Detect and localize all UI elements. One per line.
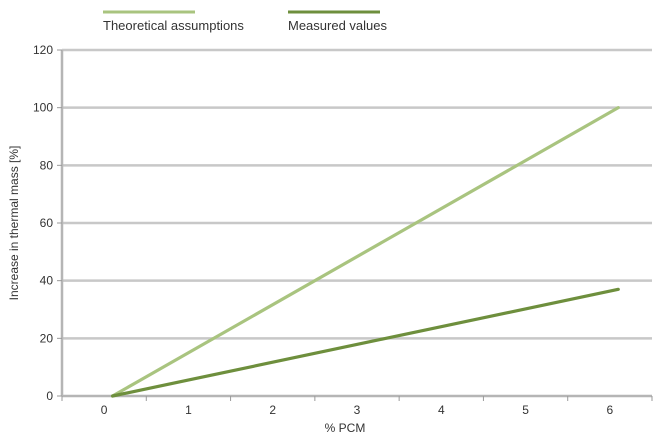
legend-label-0: Theoretical assumptions bbox=[103, 18, 244, 33]
x-axis-title: % PCM bbox=[325, 421, 366, 435]
x-tick-label-4: 4 bbox=[438, 403, 445, 417]
y-tick-label-100: 100 bbox=[33, 101, 53, 115]
legend-label-1: Measured values bbox=[288, 18, 387, 33]
x-tick-label-5: 5 bbox=[522, 403, 529, 417]
x-tick-label-0: 0 bbox=[101, 403, 108, 417]
legend: Theoretical assumptions Measured values bbox=[103, 10, 387, 33]
x-tick-label-3: 3 bbox=[354, 403, 361, 417]
y-tick-label-80: 80 bbox=[40, 158, 54, 172]
x-tick-label-2: 2 bbox=[269, 403, 276, 417]
y-tick-label-60: 60 bbox=[40, 216, 54, 230]
x-tick-label-6: 6 bbox=[607, 403, 614, 417]
y-tick-label-40: 40 bbox=[40, 274, 54, 288]
series-line-1 bbox=[110, 287, 620, 398]
series-line-0 bbox=[110, 106, 620, 398]
x-tick-label-1: 1 bbox=[185, 403, 192, 417]
grid-lines bbox=[62, 48, 652, 340]
y-tick-label-0: 0 bbox=[46, 389, 53, 403]
tick-labels: 0 20 40 60 80 100 120 0 1 2 3 4 5 6 bbox=[33, 43, 653, 417]
y-axis-title: Increase in thermal mass [%] bbox=[7, 146, 21, 301]
y-tick-label-120: 120 bbox=[33, 43, 53, 57]
y-tick-label-20: 20 bbox=[40, 331, 54, 345]
series-lines bbox=[110, 106, 620, 398]
